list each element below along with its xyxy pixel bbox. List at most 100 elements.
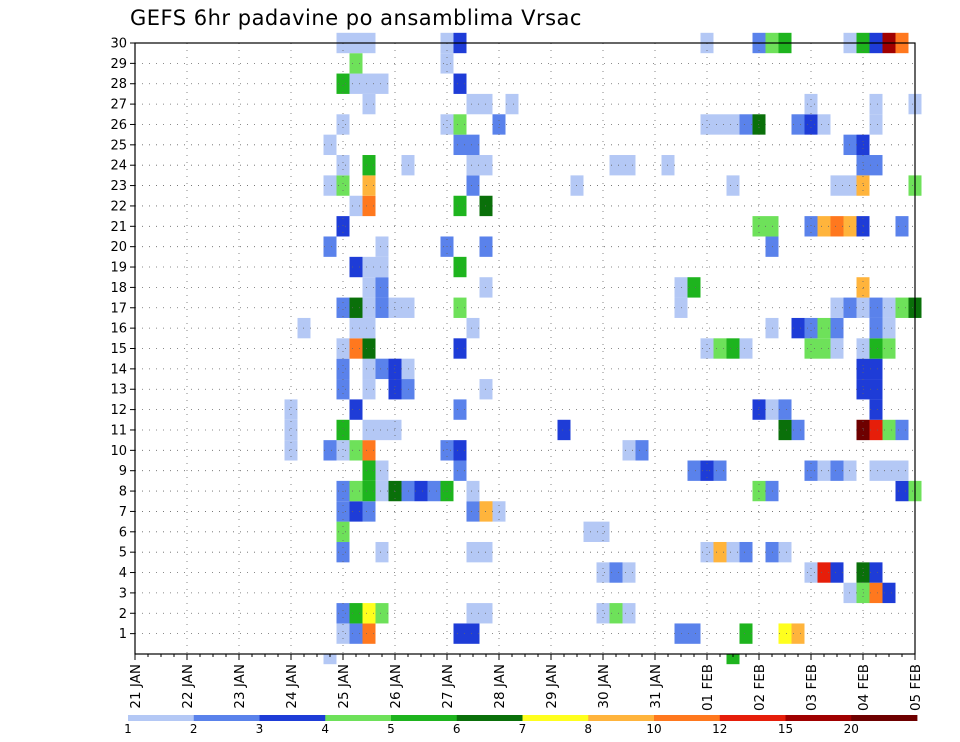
heatmap-cell	[882, 419, 896, 441]
x-tick-label: 01 FEB	[700, 664, 716, 711]
heatmap-cell	[869, 155, 883, 176]
colorbar-swatch	[851, 715, 918, 721]
heatmap-cell	[375, 603, 389, 624]
heatmap-cell	[804, 562, 818, 583]
heatmap-cell	[830, 175, 844, 196]
heatmap-cell	[453, 195, 467, 217]
heatmap-cell	[336, 379, 350, 400]
y-tick-label: 5	[119, 546, 127, 561]
heatmap-cell	[791, 623, 805, 644]
heatmap-cell	[791, 114, 805, 135]
heatmap-cell	[362, 277, 376, 298]
x-tick-label: 04 FEB	[856, 664, 872, 711]
heatmap-cell	[739, 541, 753, 563]
heatmap-cell	[778, 419, 792, 441]
heatmap-cell	[323, 175, 337, 196]
y-tick-label: 12	[110, 403, 127, 418]
heatmap-cell	[362, 297, 376, 318]
heatmap-cell	[804, 216, 818, 237]
y-tick-label: 2	[119, 607, 127, 622]
colorbar-swatch	[128, 715, 195, 721]
heatmap-cell	[609, 603, 623, 624]
heatmap-cell	[336, 623, 350, 644]
heatmap-cell	[336, 216, 350, 237]
heatmap-cell	[700, 541, 714, 563]
heatmap-cell	[349, 53, 363, 74]
heatmap-cell	[895, 419, 909, 441]
heatmap-cell	[557, 419, 571, 441]
heatmap-cell	[622, 440, 636, 461]
heatmap-cell	[362, 93, 376, 115]
heatmap-cell	[362, 440, 376, 461]
heatmap-cell	[336, 297, 350, 318]
heatmap-cell	[817, 562, 831, 583]
y-tick-label: 29	[110, 57, 127, 72]
heatmap-cell	[375, 460, 389, 481]
heatmap-cell	[323, 440, 337, 461]
heatmap-cell	[804, 317, 818, 339]
heatmap-cell	[804, 114, 818, 135]
colorbar-label: 12	[712, 722, 727, 736]
heatmap-cell	[609, 562, 623, 583]
heatmap-cell	[336, 114, 350, 135]
heatmap-cell	[466, 480, 480, 502]
heatmap-cell	[596, 562, 610, 583]
heatmap-cell	[726, 175, 740, 196]
heatmap-cell	[453, 256, 467, 278]
heatmap-cell	[869, 114, 883, 135]
y-tick-label: 21	[110, 220, 127, 235]
heatmap-cell	[830, 297, 844, 318]
heatmap-cell	[284, 399, 298, 420]
heatmap-cell	[375, 480, 389, 502]
heatmap-cell	[726, 114, 740, 135]
heatmap-cell	[778, 399, 792, 420]
heatmap-cell	[687, 460, 701, 481]
heatmap-cell	[284, 419, 298, 441]
y-tick-label: 23	[110, 179, 127, 194]
heatmap-cell	[336, 73, 350, 94]
heatmap-cell	[466, 501, 480, 522]
y-tick-label: 8	[119, 485, 127, 500]
heatmap-cell	[778, 541, 792, 563]
colorbar-swatch	[522, 715, 589, 721]
colorbar-label: 15	[778, 722, 793, 736]
heatmap-cell	[622, 603, 636, 624]
y-tick-label: 27	[110, 98, 127, 113]
colorbar-label: 3	[256, 722, 264, 736]
heatmap-cell	[713, 460, 727, 481]
heatmap-cell	[336, 358, 350, 380]
y-tick-label: 4	[119, 566, 127, 581]
heatmap-cell	[336, 338, 350, 359]
x-tick-label: 23 JAN	[232, 664, 248, 709]
heatmap-cell	[895, 460, 909, 481]
x-tick-label: 28 JAN	[492, 664, 508, 709]
heatmap-cell	[791, 317, 805, 339]
x-tick-label: 22 JAN	[180, 664, 196, 709]
heatmap-cell	[817, 216, 831, 237]
heatmap-cell	[349, 501, 363, 522]
heatmap-cell	[869, 379, 883, 400]
heatmap-cell	[830, 562, 844, 583]
heatmap-cell	[427, 480, 441, 502]
colorbar-swatch	[588, 715, 655, 721]
heatmap-cell	[349, 480, 363, 502]
heatmap-cell	[622, 155, 636, 176]
y-tick-label: 22	[110, 199, 127, 214]
heatmap-cell	[895, 480, 909, 502]
heatmap-cell	[362, 501, 376, 522]
colorbar-swatch	[259, 715, 326, 721]
colorbar-label: 10	[646, 722, 661, 736]
heatmap-cell	[349, 399, 363, 420]
heatmap-cell	[453, 623, 467, 644]
heatmap-cell	[817, 317, 831, 339]
heatmap-cell	[375, 277, 389, 298]
y-tick-label: 9	[119, 464, 127, 479]
y-tick-label: 26	[110, 118, 127, 133]
heatmap-cell	[362, 73, 376, 94]
heatmap-cell	[713, 541, 727, 563]
y-tick-label: 30	[110, 37, 127, 52]
heatmap-cell	[596, 603, 610, 624]
heatmap-cell	[830, 460, 844, 481]
heatmap-cell	[466, 134, 480, 156]
heatmap-cell	[362, 603, 376, 624]
